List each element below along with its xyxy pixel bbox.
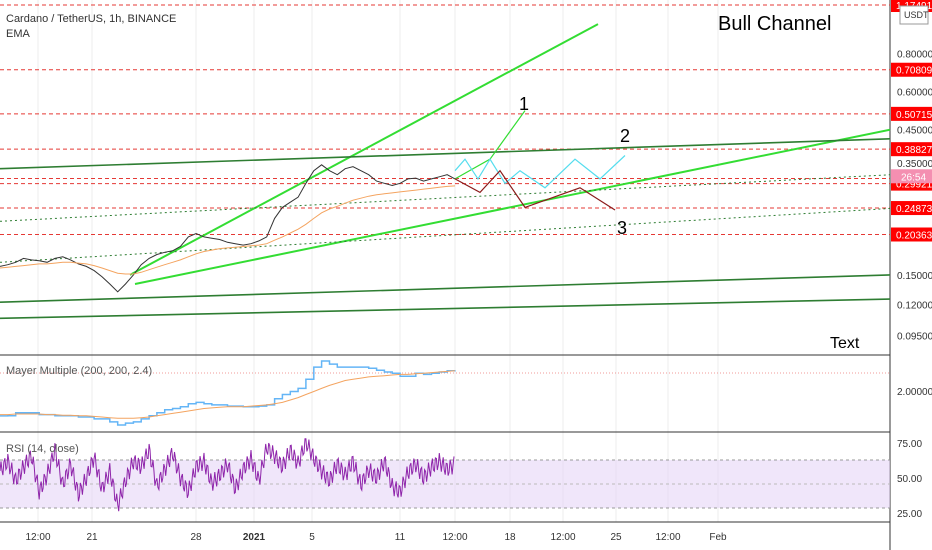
- ema-series-line: [0, 185, 456, 275]
- price-tag: 0.24873: [896, 204, 932, 215]
- mayer-multiple-line: [0, 360, 456, 426]
- rsi-tick-label: 75.00: [897, 439, 922, 450]
- channel-upper-line: [129, 23, 599, 276]
- time-tick-label: 2021: [243, 532, 266, 543]
- time-tick-label: 25: [610, 532, 622, 543]
- time-tick-label: 12:00: [25, 532, 50, 543]
- rsi-pane-title: RSI (14, close): [6, 443, 79, 455]
- countdown-tag: 26:54: [901, 172, 926, 183]
- trend-lines: [0, 23, 891, 320]
- time-tick-label: 21: [86, 532, 98, 543]
- wave-label-1: 1: [519, 94, 529, 114]
- rsi-tick-label: 25.00: [897, 509, 922, 520]
- rsi-line: [0, 438, 455, 512]
- time-tick-label: 12:00: [442, 532, 467, 543]
- price-tick-label: 0.45000: [897, 126, 932, 137]
- time-tick-label: 28: [190, 532, 202, 543]
- currency-badge[interactable]: [899, 5, 929, 25]
- time-tick-label: 5: [309, 532, 315, 543]
- wave-label-2: 2: [620, 126, 630, 146]
- mayer-pane-title: Mayer Multiple (200, 200, 2.4): [6, 365, 152, 377]
- time-axis: 12:00 21 28 2021 5 11 12:00 18 12:00 25 12:00 Feb: [25, 532, 727, 543]
- mayer-tick-label: 2.00000: [897, 387, 932, 398]
- vertical-grid: [37, 0, 719, 522]
- price-tick-label: 0.09500: [897, 331, 932, 342]
- price-tag: 0.29921: [896, 180, 932, 191]
- price-tag: 0.70809: [896, 66, 932, 77]
- symbol-title: Cardano / TetherUS, 1h, BINANCE: [6, 13, 176, 25]
- dotted-trend-2: [0, 207, 891, 263]
- price-tag-bg: [891, 106, 932, 121]
- text-annotation: Text: [830, 335, 860, 352]
- channel-lower-line: [134, 128, 891, 286]
- price-tick-label: 0.60000: [897, 88, 932, 99]
- price-tag: 0.50715: [896, 110, 932, 121]
- price-tag-bg: [891, 142, 932, 157]
- price-tag-bg: [891, 227, 932, 242]
- price-axis: 0.80000 0.60000 0.45000 0.35000 0.15000 0.120…: [897, 50, 932, 520]
- wave-label-3: 3: [617, 218, 627, 238]
- time-tick-label: 11: [395, 532, 406, 543]
- horizontal-levels: [0, 4, 890, 235]
- projection-wave-3: [454, 169, 616, 211]
- dotted-trend-1: [0, 174, 891, 222]
- countdown-tag-bg: [891, 169, 932, 184]
- support-line-1: [0, 274, 891, 304]
- time-tick-label: 12:00: [550, 532, 575, 543]
- price-tick-label: 0.80000: [897, 50, 932, 61]
- price-tag: 0.38827: [896, 145, 932, 156]
- price-tick-label: 0.15000: [897, 271, 932, 282]
- time-tick-label: 18: [504, 532, 516, 543]
- indicator-label: EMA: [6, 28, 31, 40]
- time-tick-label: Feb: [709, 532, 727, 543]
- price-tick-label: 0.12000: [897, 300, 932, 311]
- price-tag-bg: [891, 62, 932, 77]
- rsi-tick-label: 50.00: [897, 474, 922, 485]
- support-line-2: [0, 298, 891, 320]
- projection-wave-2: [454, 155, 626, 189]
- price-tick-label: 0.35000: [897, 159, 932, 170]
- price-tag-bg: [891, 201, 932, 216]
- currency-label: USDT: [904, 10, 929, 20]
- mayer-average-line: [0, 370, 456, 419]
- bull-channel-title: Bull Channel: [718, 13, 831, 35]
- wave-projections: [454, 110, 626, 211]
- price-tag: 0.20363: [896, 230, 932, 241]
- resistance-line: [0, 137, 891, 170]
- time-tick-label: 12:00: [655, 532, 680, 543]
